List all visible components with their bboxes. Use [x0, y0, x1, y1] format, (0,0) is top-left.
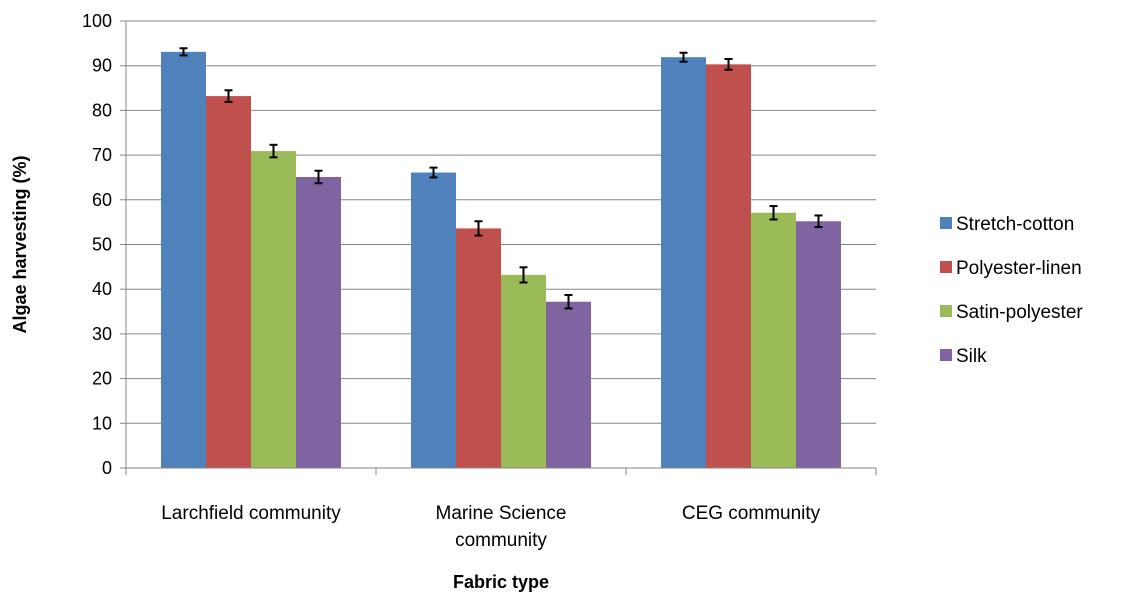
x-axis-title: Fabric type	[453, 572, 549, 592]
y-tick-label: 90	[92, 56, 112, 76]
bar	[546, 301, 591, 468]
y-tick-label: 10	[92, 413, 112, 433]
x-category-label: Marine Science community	[436, 503, 567, 551]
y-tick-label: 70	[92, 145, 112, 165]
bar	[456, 228, 501, 468]
x-category-label: Larchfield community	[161, 503, 341, 524]
bar	[501, 274, 546, 468]
legend-label: Polyester-linen	[956, 258, 1082, 279]
bar	[661, 57, 706, 468]
y-tick-label: 40	[92, 279, 112, 299]
axes	[125, 21, 877, 475]
x-axis-category-labels: Larchfield community Marine Science commun…	[161, 503, 820, 551]
legend-label: Satin-polyester	[956, 302, 1083, 323]
y-tick-label: 0	[102, 458, 112, 478]
legend: Stretch-cotton Polyester-linen Satin-polye…	[940, 214, 1083, 367]
y-tick-label: 100	[82, 11, 112, 31]
x-category-label: CEG community	[682, 503, 821, 524]
bar	[296, 177, 341, 469]
legend-label: Silk	[956, 346, 987, 367]
bar	[706, 64, 751, 468]
bar	[751, 212, 796, 468]
bar	[206, 96, 251, 468]
bar	[251, 151, 296, 468]
error-bars	[179, 47, 823, 310]
legend-swatch	[940, 217, 952, 229]
y-axis-ticks: 0 10 20 30 40 50 60 70 80 90 100	[82, 11, 126, 478]
y-axis-title: Algae harvesting (%)	[10, 155, 30, 333]
bar	[411, 172, 456, 468]
y-tick-label: 80	[92, 100, 112, 120]
legend-swatch	[940, 305, 952, 317]
bar	[161, 51, 206, 469]
legend-label: Stretch-cotton	[956, 214, 1074, 235]
legend-swatch	[940, 261, 952, 273]
bar	[796, 221, 841, 468]
y-tick-label: 50	[92, 235, 112, 255]
bars	[161, 51, 841, 469]
y-tick-label: 20	[92, 369, 112, 389]
y-tick-label: 60	[92, 190, 112, 210]
y-tick-label: 30	[92, 324, 112, 344]
legend-swatch	[940, 349, 952, 361]
